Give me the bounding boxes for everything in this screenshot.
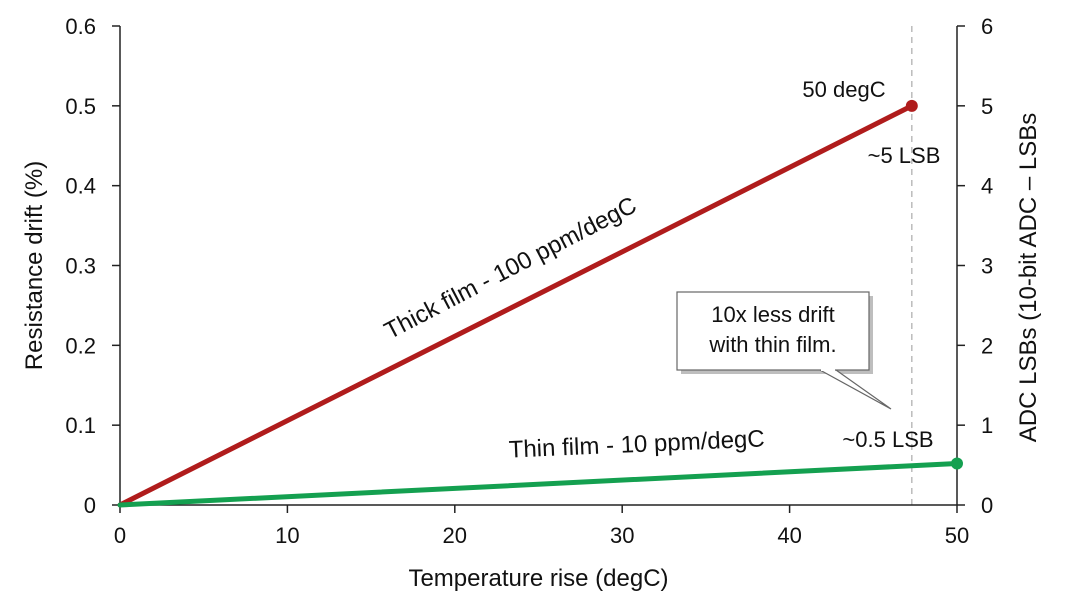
y-tick-labels: 0 0.1 0.2 0.3 0.4 0.5 0.6 [65,14,120,518]
y2-axis-title: ADC LSBs (10-bit ADC – LSBs [1015,113,1042,442]
x-axis-title: Temperature rise (degC) [408,565,668,592]
y2-tick-label: 1 [981,413,993,438]
callout-line-1: 10x less drift [711,302,835,327]
y-tick-label: 0 [84,493,96,518]
series-endpoint-thin-film [951,457,963,470]
y2-tick-label: 0 [981,493,993,518]
y2-tick-label: 2 [981,333,993,358]
annotation-5-lsb: ~5 LSB [868,143,941,168]
y2-tick-label: 5 [981,94,993,119]
x-tick-label: 50 [945,523,969,548]
x-tick-label: 30 [610,523,634,548]
y-axis-title: Resistance drift (%) [21,161,48,370]
series-endpoint-thick-film [905,99,918,112]
x-tick-label: 40 [777,523,801,548]
y-tick-label: 0.1 [65,413,96,438]
x-tick-label: 10 [275,523,299,548]
x-tick-labels: 0 10 20 30 40 50 [114,505,969,548]
y2-tick-labels: 0 1 2 3 4 5 6 [957,14,993,518]
annotation-0-5-lsb: ~0.5 LSB [842,427,933,452]
series-lines [117,99,963,508]
series-line-thick-film [117,103,915,508]
annotation-50-degc: 50 degC [802,77,885,102]
y-tick-label: 0.4 [65,174,96,199]
x-tick-label: 20 [443,523,467,548]
y2-tick-label: 4 [981,174,993,199]
callout: 10x less drift with thin film. [676,291,892,410]
y-tick-label: 0.2 [65,333,96,358]
y-tick-label: 0.6 [65,14,96,39]
y2-tick-label: 3 [981,254,993,279]
series-label-thick-film: Thick film - 100 ppm/degC [380,192,641,345]
y2-tick-label: 6 [981,14,993,39]
series-line-thin-film [117,460,960,508]
callout-line-2: with thin film. [708,332,836,357]
callout-box [676,291,870,371]
y-tick-label: 0.3 [65,254,96,279]
series-label-thin-film: Thin film - 10 ppm/degC [508,425,765,463]
y-tick-label: 0.5 [65,94,96,119]
x-tick-label: 0 [114,523,126,548]
